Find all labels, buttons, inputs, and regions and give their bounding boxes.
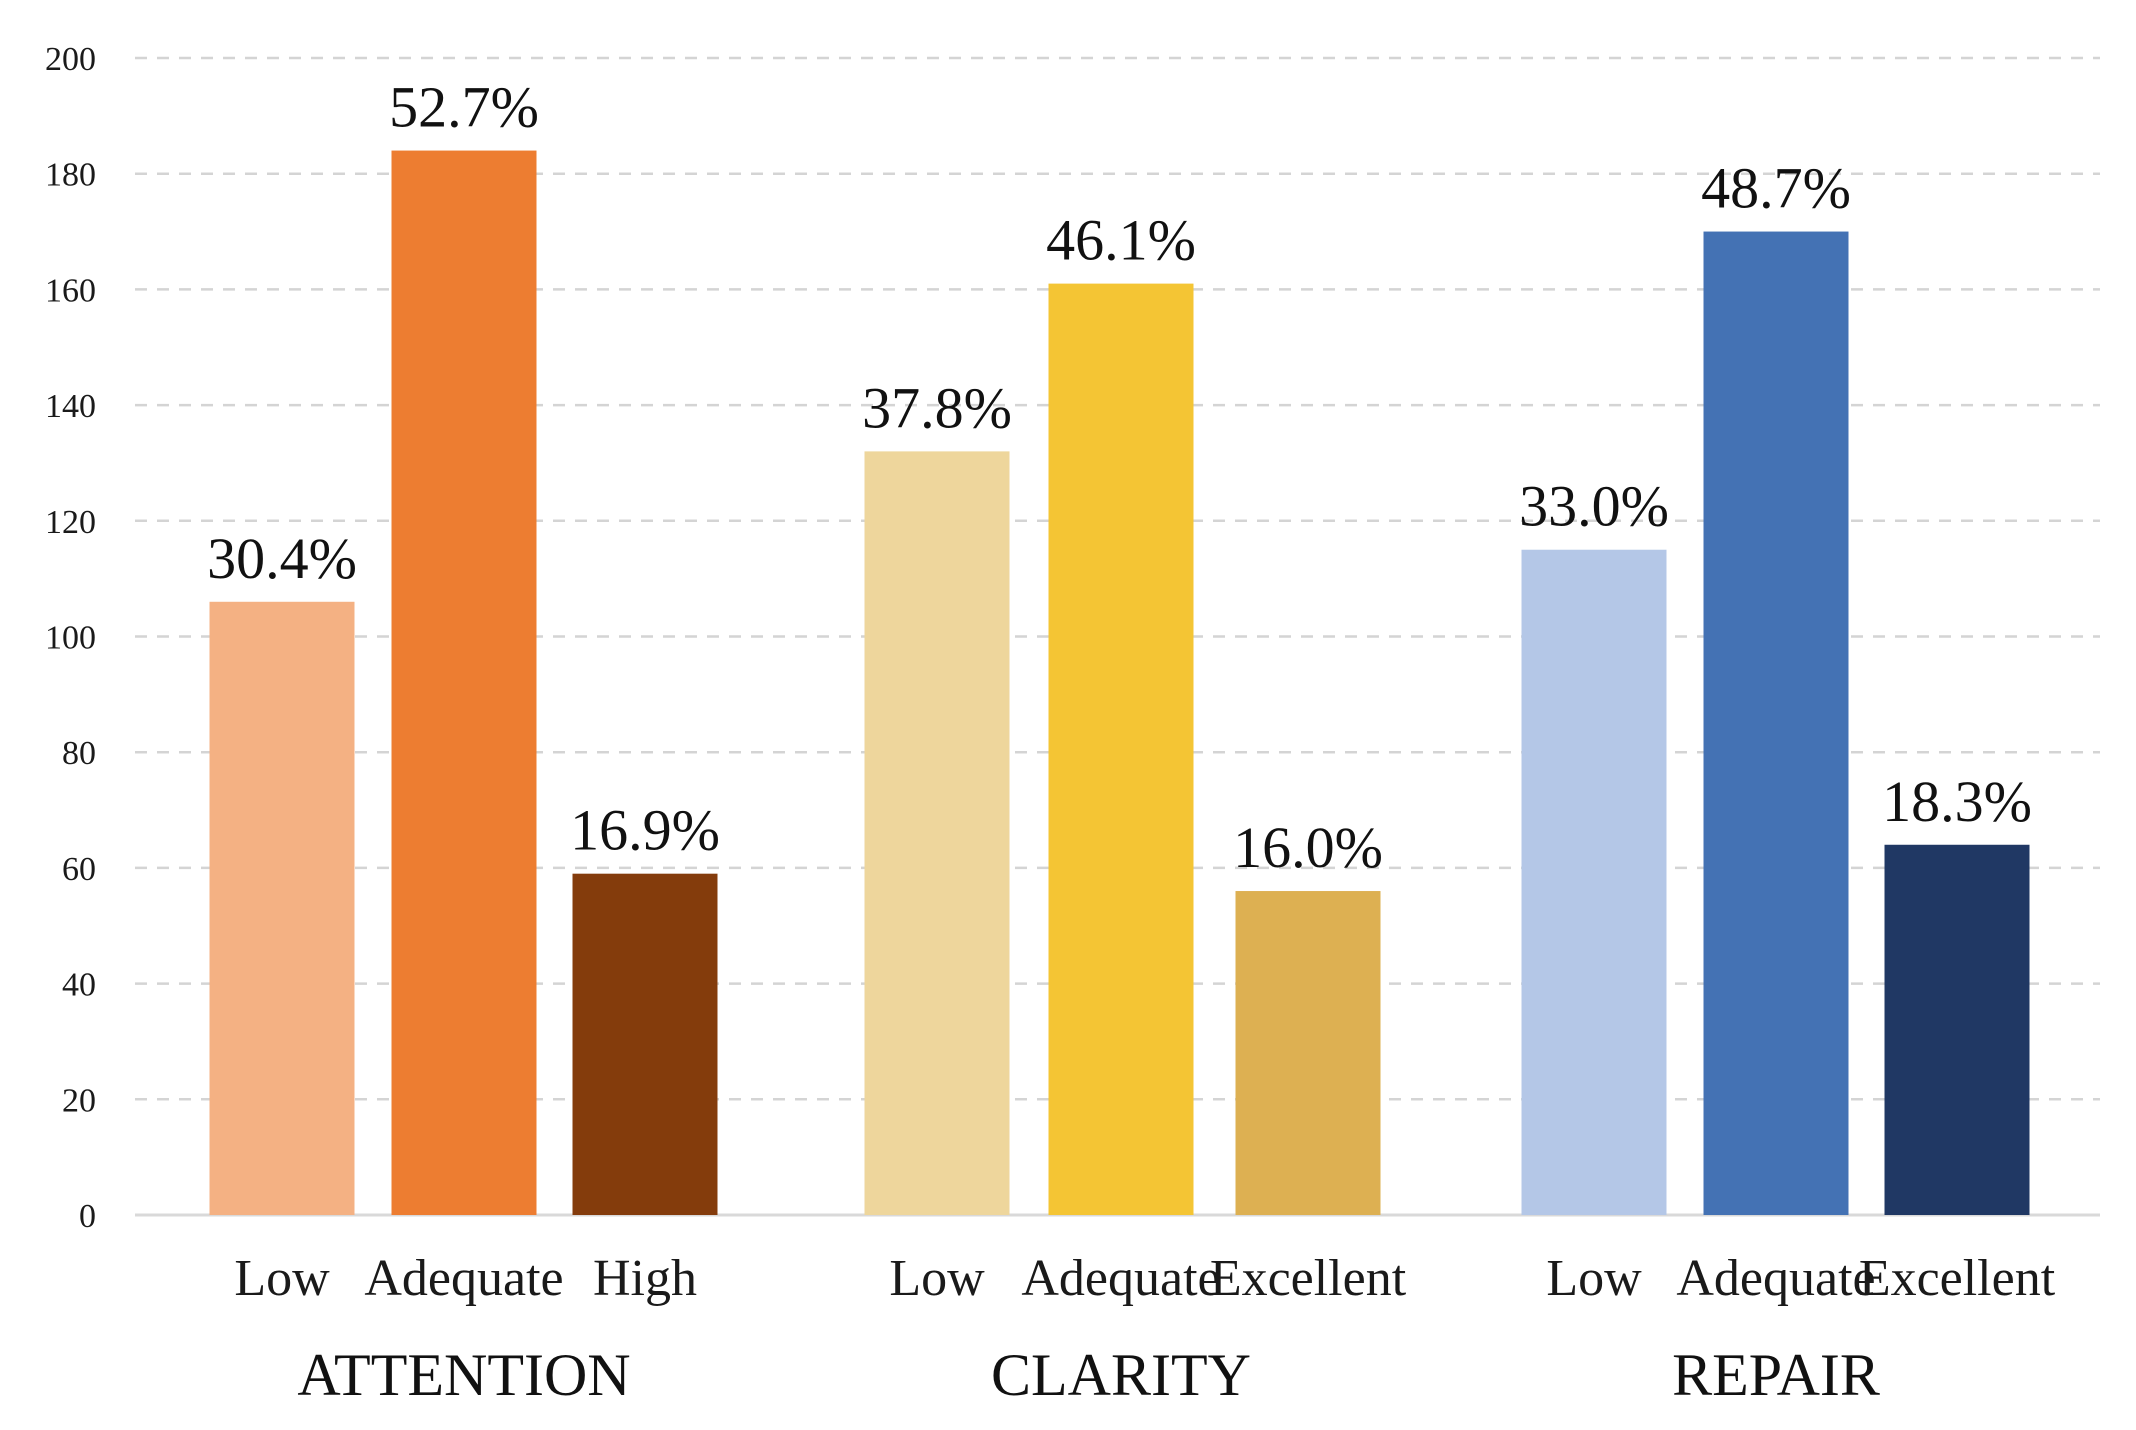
category-label: Excellent — [1859, 1250, 2056, 1307]
bar-attention-high — [572, 873, 718, 1215]
bar-attention-adequate — [391, 150, 537, 1215]
group-label-repair: REPAIR — [1672, 1342, 1880, 1408]
y-tick-label: 200 — [45, 41, 96, 78]
data-label: 18.3% — [1882, 769, 2032, 834]
group-labels: ATTENTION CLARITY REPAIR — [297, 1342, 1880, 1408]
bar-clarity-adequate — [1048, 283, 1194, 1215]
bars — [209, 150, 2030, 1216]
y-axis-ticks: 0 20 40 60 80 100 120 140 160 180 200 — [45, 41, 96, 1235]
y-tick-label: 100 — [45, 620, 96, 657]
category-label: Adequate — [1676, 1250, 1875, 1307]
category-label: Low — [234, 1250, 330, 1307]
group-label-attention: ATTENTION — [297, 1342, 630, 1408]
data-label: 37.8% — [862, 375, 1012, 440]
bar-clarity-excellent — [1235, 891, 1381, 1215]
bar-repair-adequate — [1703, 231, 1849, 1216]
category-label: Low — [1546, 1250, 1642, 1307]
data-label: 46.1% — [1046, 208, 1196, 273]
data-label: 30.4% — [207, 526, 357, 591]
data-label: 16.0% — [1233, 815, 1383, 880]
data-label: 48.7% — [1701, 156, 1851, 221]
y-tick-label: 180 — [45, 157, 96, 194]
y-tick-label: 0 — [79, 1198, 96, 1235]
data-label: 16.9% — [570, 798, 720, 863]
group-label-clarity: CLARITY — [991, 1342, 1251, 1408]
bar-repair-excellent — [1884, 844, 2030, 1215]
category-label: Excellent — [1210, 1250, 1407, 1307]
category-label: High — [593, 1250, 697, 1307]
y-tick-label: 140 — [45, 388, 96, 425]
y-tick-label: 80 — [62, 735, 96, 772]
y-tick-label: 60 — [62, 851, 96, 888]
data-labels: 30.4% 52.7% 16.9% 37.8% 46.1% 16.0% 33.0% 48.7%… — [207, 75, 2032, 880]
y-tick-label: 120 — [45, 504, 96, 541]
y-tick-label: 20 — [62, 1082, 96, 1119]
category-label: Adequate — [364, 1250, 563, 1307]
bar-repair-low — [1521, 549, 1667, 1215]
bar-clarity-low — [864, 451, 1010, 1215]
bar-attention-low — [209, 601, 355, 1215]
data-label: 33.0% — [1519, 474, 1669, 539]
data-label: 52.7% — [389, 75, 539, 140]
category-label: Adequate — [1021, 1250, 1220, 1307]
category-label: Low — [889, 1250, 985, 1307]
y-tick-label: 160 — [45, 272, 96, 309]
y-tick-label: 40 — [62, 967, 96, 1004]
